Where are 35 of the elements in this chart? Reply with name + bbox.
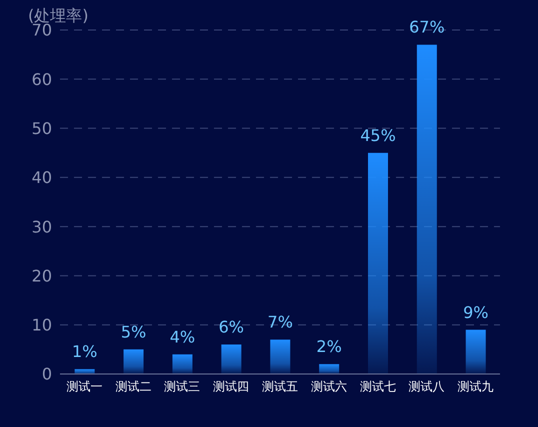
x-tick-label: 测试八 — [408, 380, 445, 394]
x-tick-label: 测试一 — [66, 380, 102, 394]
y-tick-label: 50 — [32, 118, 52, 138]
x-tick-label: 测试六 — [310, 380, 347, 394]
data-label: 45% — [360, 126, 396, 145]
bar — [319, 364, 340, 374]
x-tick-label: 测试九 — [458, 380, 494, 394]
x-tick-label: 测试五 — [262, 380, 298, 394]
bar — [466, 330, 486, 374]
data-label: 67% — [409, 18, 445, 37]
data-label: 6% — [218, 318, 244, 337]
y-tick-label: 60 — [32, 70, 52, 89]
bar — [172, 354, 192, 374]
bar — [416, 44, 437, 374]
y-axis-title: (处埋率) — [28, 6, 88, 25]
y-tick-label: 20 — [32, 266, 52, 286]
bar — [270, 340, 290, 374]
data-label: 2% — [316, 337, 342, 356]
data-label: 7% — [268, 312, 293, 332]
y-tick-label: 40 — [32, 168, 52, 188]
x-tick-label: 测试三 — [164, 380, 200, 394]
data-label: 5% — [120, 322, 146, 342]
y-tick-label: 30 — [32, 217, 52, 236]
x-tick-label: 测试四 — [213, 380, 250, 394]
data-label: 9% — [463, 302, 488, 322]
x-tick-label: 测试七 — [360, 380, 396, 394]
bar — [368, 152, 388, 374]
y-tick-label: 0 — [42, 364, 52, 384]
bar — [124, 349, 144, 374]
data-label: 1% — [72, 342, 98, 362]
bar — [221, 344, 242, 374]
x-tick-label: 测试二 — [115, 380, 152, 394]
data-label: 4% — [170, 327, 196, 346]
bar — [74, 369, 95, 374]
y-tick-label: 10 — [32, 316, 52, 335]
